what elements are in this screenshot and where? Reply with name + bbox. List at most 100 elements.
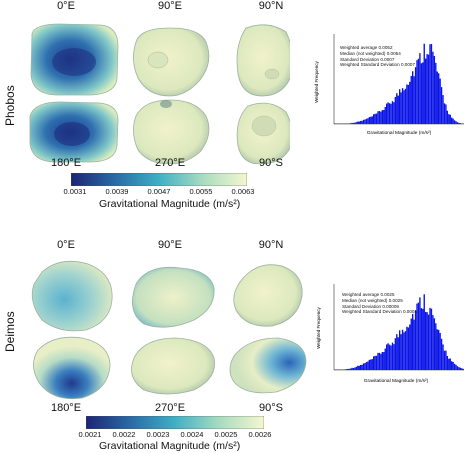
- histogram-bar: [406, 84, 408, 124]
- histogram-bar: [387, 102, 389, 124]
- histogram-bar: [413, 319, 415, 370]
- deimos-view-0e-label: 0°E: [57, 239, 75, 251]
- histogram-bar: [358, 365, 360, 370]
- histogram-bar: [419, 53, 421, 124]
- histogram-bar: [439, 332, 441, 370]
- histogram-bar: [456, 366, 459, 370]
- histogram-bar: [391, 342, 394, 370]
- deimos-colorbar-tick: 0.0024: [180, 430, 204, 439]
- deimos-view-90s-label: 90°S: [259, 402, 283, 414]
- histogram-bar: [367, 361, 369, 370]
- phobos-histogram: Weighted Frequency Gravitational Magnitu…: [314, 34, 464, 136]
- histogram-bar: [401, 88, 404, 124]
- phobos-histogram-xlabel: Gravitational Magnitude (m/s²): [367, 130, 432, 136]
- phobos-stat-weighted-std: Weighted Standard Deviation 0.0007: [340, 62, 415, 68]
- histogram-bar: [452, 361, 454, 370]
- histogram-bar: [387, 343, 389, 370]
- histogram-bar: [425, 58, 427, 124]
- histogram-bar: [360, 364, 362, 370]
- histogram-bar: [449, 114, 451, 124]
- histogram-bar: [446, 110, 449, 124]
- histogram-bar: [394, 338, 397, 370]
- phobos-shape-90n: [236, 24, 290, 97]
- histogram-bar: [371, 116, 373, 124]
- histogram-bar: [383, 352, 385, 370]
- histogram-bar: [451, 117, 453, 124]
- histogram-bar: [438, 329, 440, 370]
- histogram-bar: [455, 364, 457, 370]
- histogram-bar: [388, 344, 391, 370]
- histogram-bar: [374, 113, 376, 124]
- histogram-bar: [433, 318, 436, 370]
- histogram-bar: [440, 338, 443, 370]
- histogram-bar: [397, 337, 399, 370]
- deimos-colorbar-tick: 0.0023: [146, 430, 170, 439]
- phobos-shape-0e: [30, 23, 119, 96]
- histogram-bar: [347, 368, 349, 370]
- histogram-bar: [430, 44, 433, 124]
- deimos-shape-0e: [31, 260, 113, 332]
- histogram-bar: [449, 358, 451, 370]
- histogram-bar: [436, 71, 438, 124]
- histogram-bar: [401, 329, 404, 370]
- histogram-bar: [380, 353, 382, 370]
- histogram-bar: [429, 44, 431, 124]
- phobos-view-90e-label: 90°E: [158, 0, 182, 12]
- deimos-stat-weighted-std: Weighted Standard Deviation 0.0001: [342, 309, 417, 315]
- histogram-bar: [448, 114, 450, 124]
- histogram-bar: [403, 332, 405, 370]
- phobos-shape-270e: [133, 99, 210, 164]
- histogram-bar: [451, 361, 453, 370]
- phobos-colorbar-title: Gravitational Magnitude (m/s²): [99, 198, 241, 210]
- histogram-bar: [442, 344, 444, 370]
- histogram-bar: [399, 89, 401, 124]
- phobos-shape-180e: [29, 101, 119, 163]
- histogram-bar: [452, 118, 454, 124]
- deimos-histogram-ylabel: Weighted Frequency: [316, 307, 321, 349]
- histogram-bar: [429, 307, 431, 370]
- histogram-bar: [417, 58, 420, 124]
- histogram-bar: [357, 121, 359, 124]
- histogram-bar: [362, 363, 365, 370]
- histogram-bar: [383, 109, 385, 124]
- histogram-bar: [455, 121, 457, 124]
- histogram-bar: [367, 118, 369, 124]
- histogram-bar: [453, 120, 456, 124]
- histogram-bar: [375, 113, 378, 124]
- histogram-bar: [368, 117, 371, 124]
- histogram-bar: [373, 114, 375, 124]
- histogram-bar: [420, 63, 423, 124]
- histogram-bar: [355, 366, 358, 370]
- deimos-view-90n-label: 90°N: [258, 239, 284, 251]
- deimos-shape-90e: [132, 266, 215, 328]
- histogram-bar: [442, 95, 444, 124]
- histogram-bar: [448, 358, 450, 370]
- histogram-bar: [440, 87, 443, 124]
- histogram-bar: [361, 364, 363, 370]
- histogram-bar: [378, 352, 381, 370]
- histogram-bar: [396, 334, 398, 370]
- phobos-view-90n-label: 90°N: [258, 0, 284, 12]
- deimos-histogram-xlabel: Gravitational Magnitude (m/s²): [364, 378, 429, 384]
- histogram-bar: [422, 308, 424, 370]
- histogram-bar: [354, 367, 356, 370]
- histogram-bar: [360, 120, 362, 124]
- histogram-bar: [357, 365, 359, 370]
- histogram-bar: [406, 326, 408, 370]
- histogram-bar: [461, 368, 463, 370]
- histogram-bar: [459, 367, 462, 370]
- histogram-bar: [371, 359, 373, 370]
- histogram-bar: [404, 331, 407, 370]
- histogram-bar: [430, 308, 433, 370]
- histogram-bar: [364, 363, 366, 370]
- histogram-bar: [425, 311, 427, 370]
- histogram-bar: [349, 123, 352, 124]
- histogram-bar: [438, 73, 440, 124]
- histogram-bar: [443, 350, 446, 370]
- histogram-bar: [386, 103, 388, 124]
- deimos-histogram: Weighted Frequency Gravitational Magnitu…: [316, 284, 464, 384]
- histogram-bar: [386, 344, 388, 370]
- deimos-view-90e-label: 90°E: [158, 239, 182, 251]
- histogram-bar: [351, 367, 353, 370]
- histogram-bar: [426, 312, 428, 370]
